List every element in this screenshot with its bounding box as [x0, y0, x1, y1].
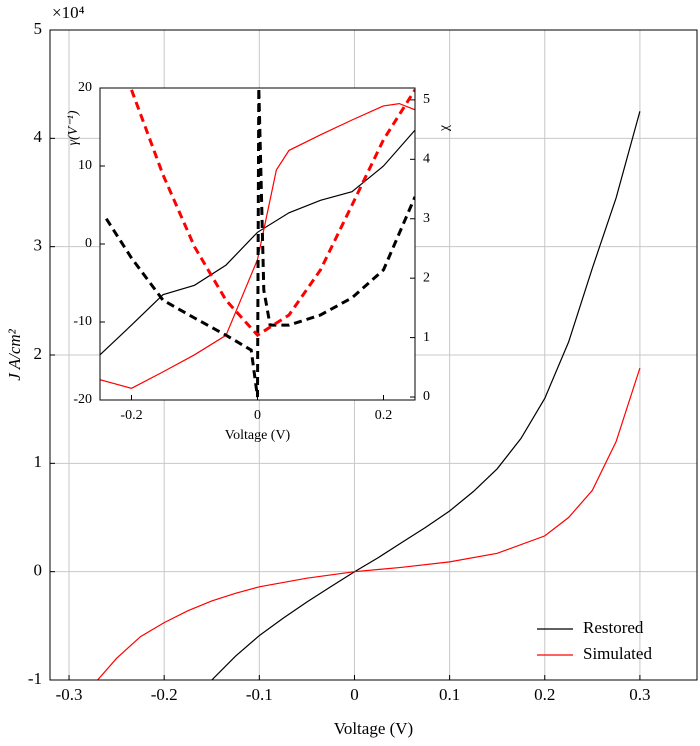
y-tick-label: -1	[28, 669, 42, 688]
plot-area	[100, 88, 415, 400]
y2-tick-label: 4	[423, 152, 430, 167]
legend-label: Simulated	[583, 644, 652, 663]
y-axis-label: J A/cm²	[5, 328, 24, 380]
y-tick-label: 5	[34, 19, 43, 38]
x-tick-label: 0	[350, 685, 359, 704]
series-line	[105, 88, 415, 398]
y2-tick-label: 2	[423, 270, 430, 285]
series-line	[97, 367, 641, 680]
legend-label: Restored	[583, 618, 644, 637]
x-axis-label: Voltage (V)	[225, 428, 291, 443]
y-tick-label: 4	[34, 127, 43, 146]
y-tick-label: 2	[34, 344, 43, 363]
series-line	[100, 129, 415, 356]
x-tick-label: 0.1	[439, 685, 460, 704]
y2-tick-label: 3	[423, 211, 430, 226]
x-tick-label: -0.1	[246, 685, 273, 704]
y-tick-label: -10	[73, 314, 92, 329]
y-tick-label: 20	[78, 80, 92, 95]
series-line	[211, 111, 641, 680]
y-tick-label: 0	[85, 236, 92, 251]
axes-frame	[99, 87, 416, 401]
x-tick-label: -0.2	[120, 408, 142, 423]
y-multiplier: ×10⁴	[52, 3, 85, 22]
y-tick-label: 3	[34, 236, 43, 255]
inset-chart: -0.2 0 0.2 -20 -10 0 10 20 0 1 2 3 4 5 Voltage (V) γ(V⁻…	[66, 80, 452, 443]
series-line	[100, 102, 415, 389]
x-tick-label: 0.2	[534, 685, 555, 704]
y2-tick-label: 1	[423, 330, 430, 345]
y-tick-label: 10	[78, 158, 92, 173]
lines	[100, 88, 415, 398]
y2-tick-label: 0	[423, 389, 430, 404]
axes-frame	[49, 29, 698, 681]
lines	[97, 111, 641, 680]
x-axis-label: Voltage (V)	[334, 719, 413, 738]
x-tick-label: 0.3	[629, 685, 650, 704]
y2-tick-label: 5	[423, 92, 430, 107]
y-axis-label: γ(V⁻¹)	[66, 110, 81, 145]
x-tick-label: 0	[254, 408, 261, 423]
y-tick-label: 1	[34, 452, 43, 471]
x-tick-label: 0.2	[375, 408, 393, 423]
y-tick-label: 0	[34, 561, 43, 580]
y-tick-label: -20	[73, 392, 92, 407]
x-tick-label: -0.2	[151, 685, 178, 704]
y2-axis-label: χ	[437, 124, 452, 132]
x-tick-label: -0.3	[56, 685, 83, 704]
